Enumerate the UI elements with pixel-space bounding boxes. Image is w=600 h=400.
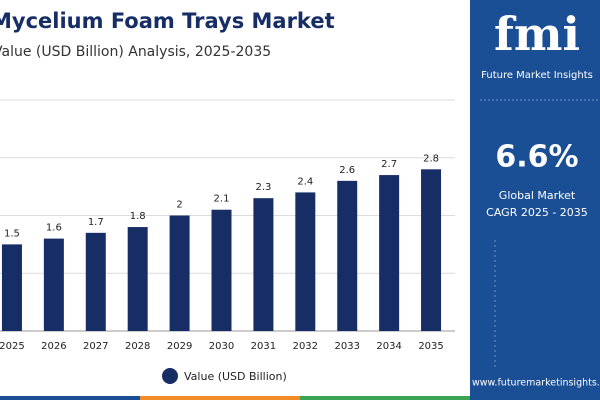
x-tick-label: 2034 bbox=[376, 341, 401, 352]
brand: Future Market Insights bbox=[481, 70, 593, 81]
plot-area: 2025 2026 2027 2028 2029 2030 2031 2032 2033 2034… bbox=[0, 99, 455, 384]
x-tick-label: 2031 bbox=[251, 341, 276, 352]
x-tick-label: 2025 bbox=[0, 341, 25, 352]
chart-subtitle: Value (USD Billion) Analysis, 2025-2035 bbox=[0, 44, 271, 60]
bar bbox=[43, 238, 64, 331]
bar bbox=[169, 215, 190, 331]
data-label: 2.8 bbox=[423, 153, 439, 164]
data-label: 2.4 bbox=[297, 176, 313, 187]
data-label: 1.6 bbox=[46, 223, 62, 234]
data-label: 1.8 bbox=[130, 211, 146, 222]
stripe bbox=[300, 396, 470, 400]
data-label: 1.5 bbox=[4, 228, 20, 239]
data-label: 2.1 bbox=[214, 194, 230, 205]
bar bbox=[295, 192, 316, 331]
x-tick-label: 2035 bbox=[418, 341, 443, 352]
bar bbox=[127, 227, 148, 331]
data-label: 2.7 bbox=[381, 159, 397, 170]
x-tick-label: 2032 bbox=[293, 341, 318, 352]
bar bbox=[253, 198, 274, 331]
logo: fmi bbox=[494, 7, 580, 61]
cagr-label: CAGR 2025 - 2035 bbox=[486, 206, 588, 219]
bar bbox=[211, 209, 232, 331]
data-label: 2 bbox=[176, 200, 182, 211]
side-panel bbox=[470, 0, 600, 400]
stripe bbox=[0, 396, 140, 400]
bar bbox=[1, 244, 22, 331]
data-label: 2.6 bbox=[339, 165, 355, 176]
cagr-label: Global Market bbox=[499, 189, 576, 202]
data-label: 2.3 bbox=[255, 182, 271, 193]
bar bbox=[337, 180, 358, 331]
bar bbox=[379, 175, 400, 331]
x-tick-label: 2029 bbox=[167, 341, 192, 352]
stripe bbox=[140, 396, 300, 400]
bar bbox=[85, 232, 106, 331]
cagr-value: 6.6% bbox=[495, 140, 578, 175]
x-tick-label: 2026 bbox=[41, 341, 66, 352]
legend-label: Value (USD Billion) bbox=[184, 370, 287, 383]
data-label: 1.7 bbox=[88, 217, 104, 228]
x-tick-label: 2033 bbox=[335, 341, 360, 352]
legend-marker bbox=[162, 368, 178, 384]
x-tick-label: 2030 bbox=[209, 341, 234, 352]
bar bbox=[421, 169, 442, 331]
x-tick-label: 2027 bbox=[83, 341, 108, 352]
chart-title: Mycelium Foam Trays Market bbox=[0, 9, 335, 33]
x-tick-label: 2028 bbox=[125, 341, 150, 352]
website: www.futuremarketinsights.com bbox=[472, 378, 600, 389]
